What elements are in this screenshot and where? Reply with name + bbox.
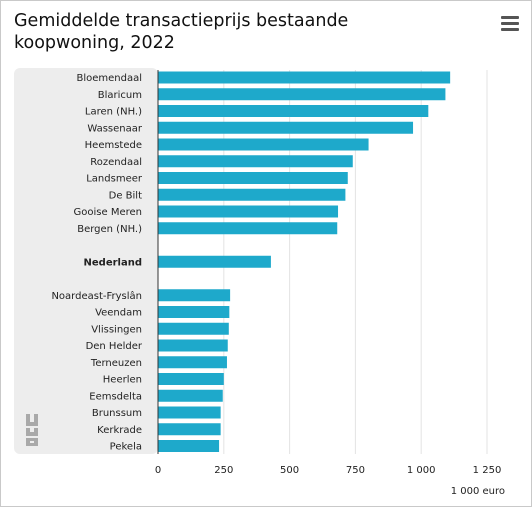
bar (158, 356, 227, 369)
bar (158, 188, 346, 201)
bar (158, 339, 228, 352)
category-label: Wassenaar (87, 123, 143, 134)
logo-stroke (34, 438, 38, 446)
bar (158, 373, 224, 385)
bar (158, 121, 414, 134)
logo-stroke (26, 443, 38, 446)
menu-line (501, 22, 519, 25)
category-label: Den Helder (86, 341, 143, 352)
logo-stroke (34, 414, 38, 426)
logo-stroke (26, 438, 30, 446)
category-label: Blaricum (98, 90, 142, 101)
bar (158, 440, 220, 452)
category-label: Rozendaal (90, 157, 142, 168)
category-label: Noardeast-Fryslân (51, 290, 142, 302)
menu-line (501, 16, 519, 19)
category-label: Nederland (84, 257, 142, 268)
category-label: Pekela (110, 442, 142, 453)
x-tick-label: 250 (214, 465, 233, 476)
hamburger-menu-icon[interactable] (501, 16, 519, 32)
chart-title-line2: koopwoning, 2022 (14, 33, 175, 53)
bar (158, 205, 339, 218)
bar (158, 289, 231, 302)
bar (158, 255, 271, 268)
logo-stroke (26, 414, 30, 426)
logo-stroke (34, 428, 38, 436)
x-axis-unit-label: 1 000 euro (451, 486, 505, 497)
category-label: Bloemendaal (76, 73, 142, 84)
bar (158, 172, 348, 184)
category-label: Veendam (95, 308, 142, 319)
category-label: Heemstede (85, 140, 142, 151)
bar (158, 155, 353, 168)
category-label: Bergen (NH.) (77, 224, 142, 235)
x-tick-label: 500 (280, 465, 299, 476)
bar (158, 222, 338, 235)
bar (158, 306, 230, 318)
chart-title: Gemiddelde transactieprijs bestaande koo… (14, 10, 474, 54)
bar (158, 138, 369, 151)
category-label: Gooise Meren (74, 207, 142, 218)
x-tick-label: 1 250 (473, 465, 502, 476)
category-label: Heerlen (103, 375, 142, 386)
bar (158, 389, 223, 402)
category-label: De Bilt (109, 190, 142, 201)
x-tick-label: 1 000 (407, 465, 436, 476)
bar (158, 406, 221, 419)
logo-stroke (26, 438, 38, 441)
bar (158, 105, 429, 117)
category-label: Vlissingen (91, 324, 142, 335)
bar (158, 71, 451, 84)
category-label: Terneuzen (90, 358, 142, 369)
bar (158, 423, 221, 436)
bar (158, 88, 446, 101)
category-label: Kerkrade (97, 425, 142, 436)
category-label: Eemsdelta (89, 391, 142, 402)
category-label: Laren (NH.) (85, 107, 142, 118)
category-label: Brunssum (92, 408, 142, 419)
menu-line (501, 28, 519, 31)
chart-title-line1: Gemiddelde transactieprijs bestaande (14, 11, 349, 31)
x-tick-label: 750 (346, 465, 365, 476)
logo-stroke (26, 422, 38, 426)
logo-stroke (26, 432, 38, 436)
cbs-logo-icon (26, 414, 38, 446)
bar (158, 322, 229, 335)
category-panel (14, 68, 158, 454)
category-label: Landsmeer (86, 174, 143, 185)
x-tick-label: 0 (155, 465, 161, 476)
